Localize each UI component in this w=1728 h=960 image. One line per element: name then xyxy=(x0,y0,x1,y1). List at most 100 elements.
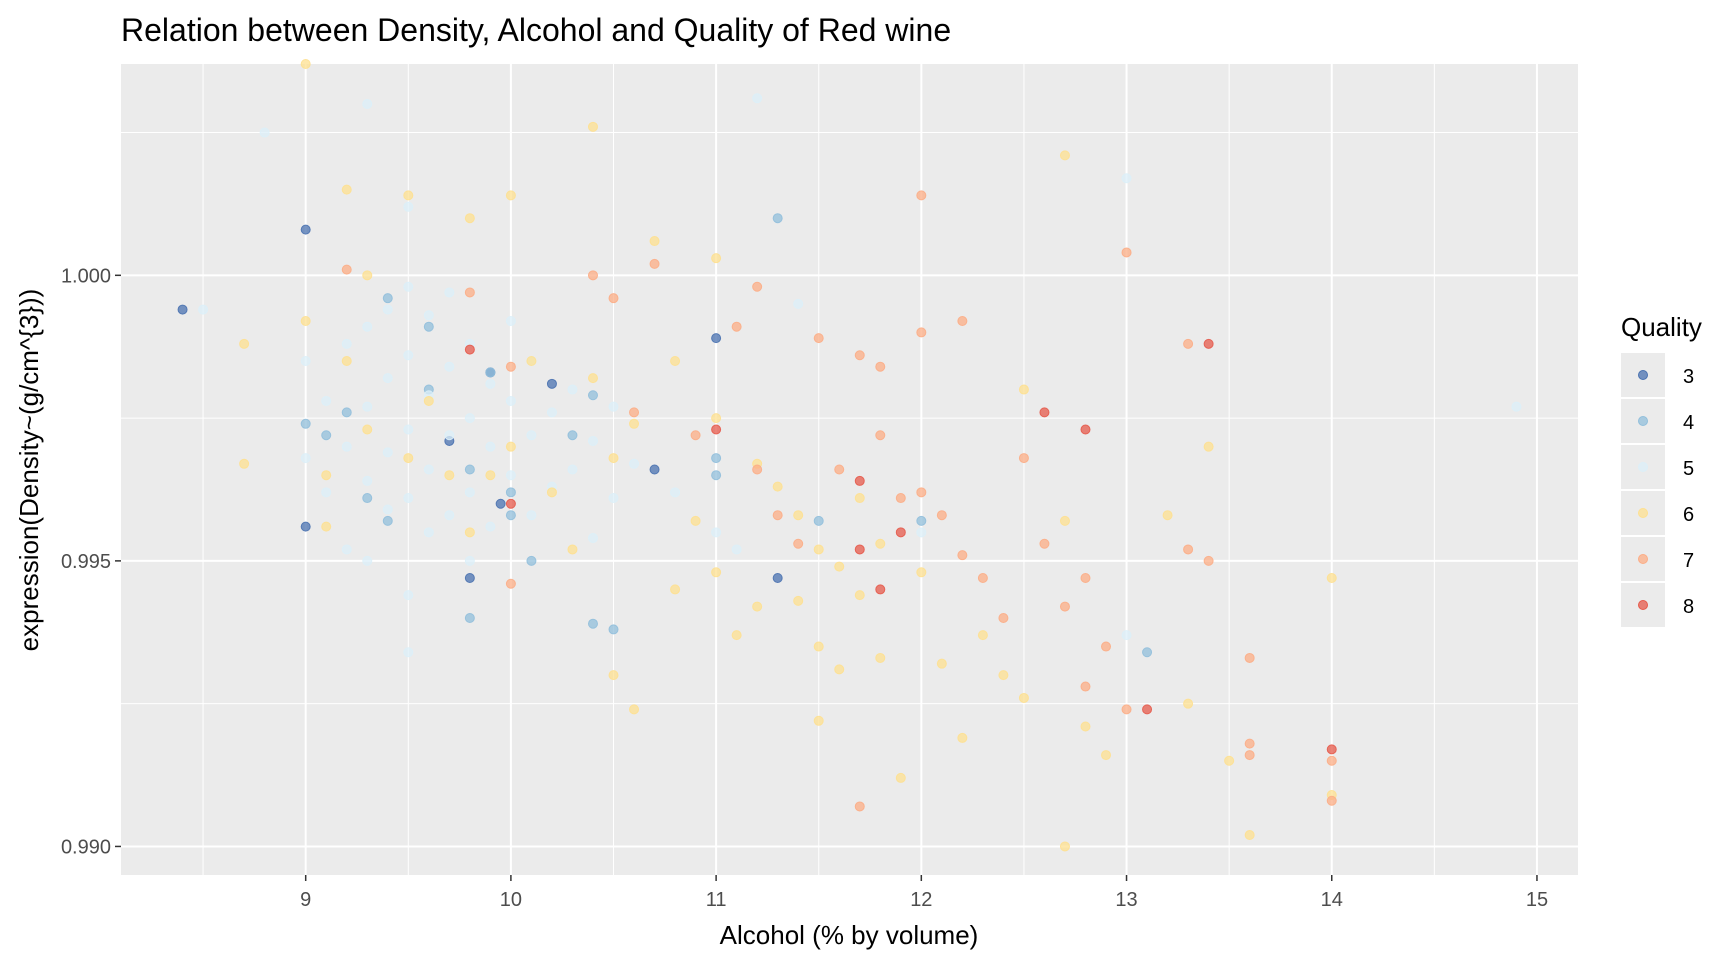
data-point-quality-4 xyxy=(526,555,537,566)
data-point-quality-7 xyxy=(1101,641,1112,652)
data-point-quality-4 xyxy=(608,624,619,635)
data-point-quality-7 xyxy=(998,612,1009,623)
data-point-quality-7 xyxy=(690,430,701,441)
data-point-quality-4 xyxy=(362,493,373,504)
data-point-quality-4 xyxy=(382,515,393,526)
data-point-quality-6 xyxy=(670,584,681,595)
data-point-quality-6 xyxy=(1059,150,1070,161)
data-point-quality-6 xyxy=(752,601,763,612)
y-tick-label: 0.990 xyxy=(61,836,111,858)
data-point-quality-7 xyxy=(854,801,865,812)
data-point-quality-3 xyxy=(649,464,660,475)
data-point-quality-6 xyxy=(936,658,947,669)
data-point-quality-5 xyxy=(485,378,496,389)
data-point-quality-6 xyxy=(875,652,886,663)
data-point-quality-5 xyxy=(505,395,516,406)
data-point-quality-5 xyxy=(300,355,311,366)
x-tick-label: 13 xyxy=(1115,889,1137,911)
legend-title: Quality xyxy=(1621,312,1702,342)
data-point-quality-5 xyxy=(793,298,804,309)
data-point-quality-8 xyxy=(895,527,906,538)
data-point-quality-8 xyxy=(1080,424,1091,435)
data-point-quality-5 xyxy=(608,401,619,412)
data-point-quality-6 xyxy=(1244,830,1255,841)
data-point-quality-7 xyxy=(587,270,598,281)
data-point-quality-5 xyxy=(341,441,352,452)
data-point-quality-5 xyxy=(670,487,681,498)
data-point-quality-5 xyxy=(485,441,496,452)
data-point-quality-3 xyxy=(300,521,311,532)
data-point-quality-4 xyxy=(300,418,311,429)
data-point-quality-6 xyxy=(1183,698,1194,709)
legend: Quality 3 4 5 6 7 8 xyxy=(1621,312,1702,627)
data-point-quality-6 xyxy=(403,453,414,464)
data-point-quality-4 xyxy=(587,618,598,629)
data-point-quality-8 xyxy=(711,424,722,435)
data-point-quality-7 xyxy=(752,464,763,475)
data-point-quality-6 xyxy=(629,418,640,429)
data-point-quality-7 xyxy=(916,487,927,498)
data-point-quality-6 xyxy=(505,190,516,201)
data-point-quality-5 xyxy=(423,310,434,321)
data-point-quality-4 xyxy=(567,430,578,441)
data-point-quality-5 xyxy=(1121,630,1132,641)
data-point-quality-4 xyxy=(916,515,927,526)
minor-gridlines xyxy=(121,64,1578,875)
data-point-quality-6 xyxy=(711,413,722,424)
data-point-quality-4 xyxy=(321,430,332,441)
data-point-quality-4 xyxy=(813,515,824,526)
data-point-quality-5 xyxy=(300,453,311,464)
data-point-quality-5 xyxy=(198,304,209,315)
y-tick-label: 1.000 xyxy=(61,265,111,287)
y-tick-label: 0.995 xyxy=(61,551,111,573)
data-point-quality-7 xyxy=(936,510,947,521)
data-point-quality-5 xyxy=(403,281,414,292)
data-point-quality-6 xyxy=(341,184,352,195)
data-point-quality-7 xyxy=(813,333,824,344)
data-point-quality-5 xyxy=(567,384,578,395)
data-point-quality-8 xyxy=(1326,744,1337,755)
data-point-quality-5 xyxy=(403,647,414,658)
data-point-quality-6 xyxy=(1101,750,1112,761)
data-point-quality-5 xyxy=(752,93,763,104)
data-point-quality-5 xyxy=(362,475,373,486)
data-point-quality-5 xyxy=(731,544,742,555)
data-point-quality-6 xyxy=(793,510,804,521)
data-point-quality-8 xyxy=(854,475,865,486)
data-point-quality-7 xyxy=(1244,750,1255,761)
data-point-quality-5 xyxy=(403,493,414,504)
data-point-quality-6 xyxy=(1162,510,1173,521)
data-point-quality-7 xyxy=(895,493,906,504)
x-tick-label: 15 xyxy=(1526,889,1548,911)
legend-label-4: 4 xyxy=(1683,412,1694,434)
x-tick-label: 9 xyxy=(300,889,311,911)
data-point-quality-5 xyxy=(382,447,393,458)
y-axis-ticks: 0.990 0.995 1.000 xyxy=(61,265,121,858)
data-point-quality-6 xyxy=(362,270,373,281)
legend-key-5 xyxy=(1638,462,1648,472)
data-point-quality-8 xyxy=(505,498,516,509)
data-point-quality-5 xyxy=(444,361,455,372)
data-point-quality-8 xyxy=(875,584,886,595)
data-point-quality-4 xyxy=(711,470,722,481)
data-point-quality-6 xyxy=(711,253,722,264)
data-point-quality-4 xyxy=(423,321,434,332)
data-point-quality-8 xyxy=(1142,704,1153,715)
data-point-quality-6 xyxy=(300,59,311,69)
data-point-quality-6 xyxy=(362,424,373,435)
data-point-quality-5 xyxy=(341,338,352,349)
data-point-quality-6 xyxy=(895,772,906,783)
data-point-quality-3 xyxy=(495,498,506,509)
y-axis-label: expression(Density~(g/cm^{3})) xyxy=(14,289,44,652)
data-point-quality-5 xyxy=(464,413,475,424)
data-point-quality-7 xyxy=(1244,738,1255,749)
data-point-quality-6 xyxy=(1203,441,1214,452)
data-point-quality-5 xyxy=(1511,401,1522,412)
data-point-quality-6 xyxy=(711,567,722,578)
data-point-quality-6 xyxy=(1080,721,1091,732)
data-point-quality-4 xyxy=(485,367,496,378)
data-point-quality-6 xyxy=(505,441,516,452)
data-point-quality-5 xyxy=(341,544,352,555)
data-point-quality-5 xyxy=(711,527,722,538)
data-point-quality-4 xyxy=(464,612,475,623)
